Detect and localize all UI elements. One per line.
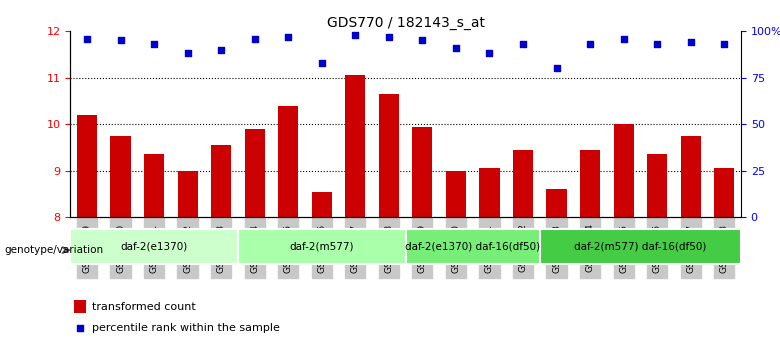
Bar — [446, 171, 466, 217]
Text: daf-2(e1370) daf-16(df50): daf-2(e1370) daf-16(df50) — [405, 242, 541, 252]
Bar — [547, 189, 566, 217]
Text: daf-2(e1370): daf-2(e1370) — [120, 242, 188, 252]
Point — [81, 36, 94, 41]
Point — [550, 66, 562, 71]
Bar — [77, 115, 97, 217]
Point — [282, 34, 295, 39]
Point — [181, 51, 193, 56]
Bar — [144, 155, 164, 217]
Point — [449, 45, 462, 51]
Bar — [178, 171, 197, 217]
Bar — [413, 127, 432, 217]
Bar — [211, 145, 231, 217]
Point — [417, 38, 429, 43]
Text: percentile rank within the sample: percentile rank within the sample — [92, 323, 279, 333]
Point — [349, 32, 361, 38]
Bar — [681, 136, 700, 217]
Point — [583, 41, 596, 47]
Bar — [614, 124, 633, 217]
Title: GDS770 / 182143_s_at: GDS770 / 182143_s_at — [327, 16, 484, 30]
Bar — [278, 106, 298, 217]
Text: daf-2(m577): daf-2(m577) — [289, 242, 354, 252]
Point — [73, 325, 86, 331]
Point — [383, 34, 395, 39]
Point — [651, 41, 663, 47]
Point — [148, 41, 161, 47]
Bar — [647, 155, 667, 217]
Point — [685, 39, 697, 45]
Bar — [406, 229, 540, 264]
Bar — [70, 229, 238, 264]
Point — [114, 38, 126, 43]
Point — [315, 60, 328, 66]
Point — [215, 47, 228, 52]
Bar — [111, 136, 130, 217]
Bar — [73, 300, 86, 313]
Bar — [580, 150, 600, 217]
Point — [516, 41, 529, 47]
Bar — [238, 229, 406, 264]
Point — [248, 36, 261, 41]
Bar — [346, 75, 365, 217]
Point — [484, 51, 496, 56]
Bar — [513, 150, 533, 217]
Bar — [312, 192, 332, 217]
Text: genotype/variation: genotype/variation — [4, 245, 103, 255]
Text: daf-2(m577) daf-16(df50): daf-2(m577) daf-16(df50) — [574, 242, 707, 252]
Bar — [245, 129, 264, 217]
Point — [718, 41, 730, 47]
Bar — [540, 229, 741, 264]
Text: transformed count: transformed count — [92, 302, 196, 312]
Bar — [480, 168, 499, 217]
Point — [618, 36, 630, 41]
Bar — [379, 94, 399, 217]
Bar — [714, 168, 734, 217]
